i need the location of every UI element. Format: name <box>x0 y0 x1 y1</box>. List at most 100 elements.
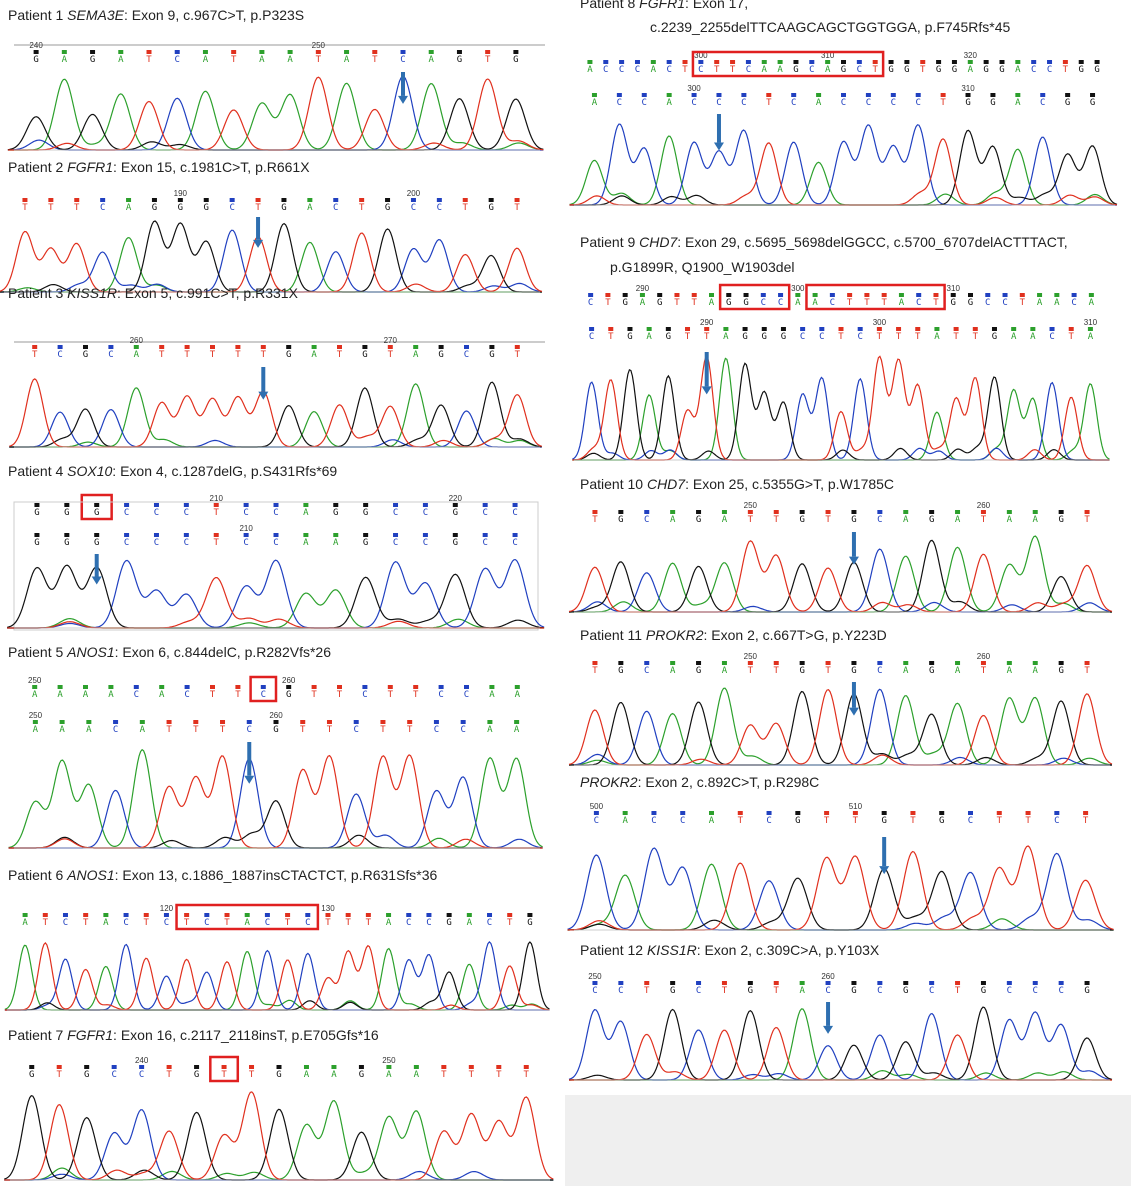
panel: Patient 7 FGFR1: Exon 16, c.2117_2118ins… <box>4 1027 554 1181</box>
base-letter: T <box>1025 816 1031 826</box>
base-marker <box>108 685 114 689</box>
base-marker <box>898 293 904 297</box>
base-marker <box>766 93 772 97</box>
trace-g <box>0 220 542 293</box>
base-marker <box>286 685 292 689</box>
base-letter: G <box>527 918 532 928</box>
base-letter: T <box>210 690 216 700</box>
base-letter: T <box>184 350 190 360</box>
base-letter: G <box>204 203 209 213</box>
base-marker <box>934 327 940 331</box>
base-letter: T <box>774 515 780 525</box>
caption-label: Patient 2 <box>8 159 63 175</box>
position-number: 300 <box>694 51 708 60</box>
base-letter: A <box>259 55 265 65</box>
base-marker <box>714 60 720 64</box>
base-marker <box>359 198 365 202</box>
base-marker <box>303 533 309 537</box>
base-marker <box>877 510 883 514</box>
base-marker <box>1078 60 1084 64</box>
base-marker <box>877 981 883 985</box>
base-letter: C <box>1054 816 1059 826</box>
base-marker <box>203 198 209 202</box>
base-marker <box>888 60 894 64</box>
base-letter: C <box>482 538 487 548</box>
base-letter: A <box>32 690 38 700</box>
base-letter: C <box>134 690 139 700</box>
base-letter: T <box>682 65 688 75</box>
base-letter: G <box>841 65 846 75</box>
base-marker <box>153 503 159 507</box>
base-marker <box>422 503 428 507</box>
base-letter: T <box>255 203 261 213</box>
base-letter: T <box>469 1070 475 1080</box>
trace-g <box>6 564 545 629</box>
base-letter: G <box>446 918 451 928</box>
base-letter: C <box>273 538 278 548</box>
trace-a <box>569 535 1112 613</box>
base-letter: A <box>1033 666 1039 676</box>
panel: Patient 2 FGFR1: Exon 15, c.1981C>T, p.R… <box>0 159 543 293</box>
base-letter: G <box>453 508 458 518</box>
base-letter: T <box>231 55 237 65</box>
base-letter: C <box>635 65 640 75</box>
trace-a <box>4 1099 554 1181</box>
position-number: 300 <box>873 318 887 327</box>
base-letter: C <box>247 725 252 735</box>
base-marker <box>955 510 961 514</box>
base-letter: T <box>1083 816 1089 826</box>
base-letter: A <box>489 690 495 700</box>
base-marker <box>90 50 96 54</box>
base-marker <box>1032 510 1038 514</box>
base-marker <box>29 1065 35 1069</box>
base-letter: G <box>489 350 494 360</box>
base-letter: C <box>265 918 270 928</box>
base-marker <box>438 345 444 349</box>
base-letter: A <box>651 65 657 75</box>
base-letter: C <box>1047 65 1052 75</box>
base-letter: C <box>778 298 783 308</box>
base-marker <box>800 327 806 331</box>
base-letter: C <box>411 203 416 213</box>
base-letter: A <box>1007 666 1013 676</box>
base-marker <box>1084 981 1090 985</box>
base-letter: A <box>108 690 114 700</box>
caption: Patient 4 SOX10: Exon 4, c.1287delG, p.S… <box>8 463 337 479</box>
base-letter: A <box>514 725 520 735</box>
caption-detail: : Exon 2, c.892C>T, p.R298C <box>638 774 820 790</box>
trace-frame <box>13 501 539 631</box>
base-letter: T <box>592 515 598 525</box>
base-letter: C <box>891 98 896 108</box>
base-marker <box>999 60 1005 64</box>
base-marker <box>452 533 458 537</box>
base-letter: T <box>235 350 241 360</box>
base-letter: G <box>94 538 99 548</box>
base-marker <box>618 981 624 985</box>
base-letter: T <box>864 298 870 308</box>
arrow-head <box>91 576 102 585</box>
base-letter: A <box>1037 298 1043 308</box>
base-marker <box>523 1065 529 1069</box>
base-marker <box>333 198 339 202</box>
base-letter: C <box>393 538 398 548</box>
base-letter: T <box>1063 65 1069 75</box>
base-letter: A <box>134 350 140 360</box>
base-letter: A <box>670 666 676 676</box>
base-marker <box>851 510 857 514</box>
base-letter: A <box>140 725 146 735</box>
arrow-head <box>258 391 269 400</box>
base-marker <box>413 1065 419 1069</box>
base-marker <box>482 533 488 537</box>
base-marker <box>380 720 386 724</box>
base-letter: C <box>1033 986 1038 996</box>
base-letter: C <box>393 508 398 518</box>
base-letter: T <box>345 918 351 928</box>
base-marker <box>773 981 779 985</box>
caption-label: Patient 7 <box>8 1027 63 1043</box>
trace-c <box>569 123 1117 206</box>
base-marker <box>709 293 714 297</box>
position-number: 190 <box>174 189 188 198</box>
base-letter: G <box>990 98 995 108</box>
base-marker <box>441 1065 447 1069</box>
base-marker <box>955 981 961 985</box>
